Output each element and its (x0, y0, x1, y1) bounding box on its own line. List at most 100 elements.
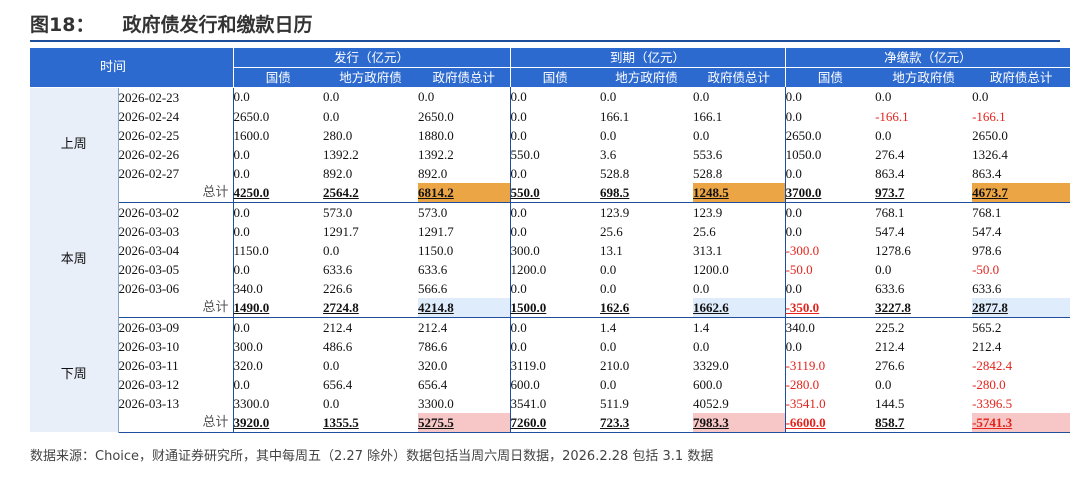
value-cell: 633.6 (418, 261, 448, 277)
figure-title: 图18： 政府债发行和缴款日历 (30, 10, 312, 37)
value-cell: 0.0 (784, 106, 876, 126)
table-row: 2026-03-10 300.0 486.6 786.6 0.0 0.0 0.0 0.0 212… (30, 336, 1070, 356)
header-sub: 政府债总计 (693, 67, 786, 87)
table-row: 2026-02-26 0.0 1392.2 1392.2 550.0 3.6 553.6 10… (30, 144, 1070, 164)
value-cell: 1600.0 (232, 125, 324, 145)
week-label: 下周 (30, 317, 119, 432)
table-row: 本周 2026-03-02 0.0 573.0 573.0 0.0 123.9 123.9 0.… (30, 202, 1070, 317)
value-cell: 210.0 (600, 357, 630, 373)
value-cell: 0.0 (323, 395, 340, 411)
value-cell: 0.0 (509, 221, 601, 241)
value-cell: 566.6 (418, 280, 448, 296)
date-cell: 2026-03-02 (118, 204, 180, 220)
value-cell: 768.1 (972, 204, 1002, 220)
value-cell: 0.0 (693, 127, 710, 143)
value-cell: 0.0 (600, 261, 617, 277)
total-value-cell: -6600.0 (784, 412, 876, 433)
total-value-cell: 1662.6 (693, 297, 786, 318)
date-cell: 2026-02-23 (118, 89, 180, 105)
table-row: 2026-02-27 0.0 892.0 892.0 0.0 528.8 528.8 0.0 8… (30, 163, 1070, 183)
total-value-cell: 973.7 (875, 182, 973, 203)
value-cell: 1291.7 (323, 223, 359, 239)
value-cell: 300.0 (509, 240, 601, 260)
value-cell: 2650.0 (784, 125, 876, 145)
total-label: 总计 (118, 412, 234, 433)
date-cell: 2026-02-27 (118, 165, 180, 181)
value-cell: 123.9 (693, 204, 723, 220)
table-row: 2026-03-13 3300.0 0.0 3300.0 3541.0 511.9 4052… (30, 393, 1070, 413)
table-row: 2026-03-11 320.0 0.0 320.0 3119.0 210.0 3329.0… (30, 355, 1070, 375)
week-label: 上周 (30, 87, 119, 202)
value-cell: 313.1 (693, 242, 723, 258)
value-cell: 0.0 (509, 202, 601, 222)
value-cell: 1326.4 (972, 146, 1008, 162)
total-value-cell: 2724.8 (323, 297, 419, 318)
header-issue: 发行（亿元） (232, 48, 511, 68)
total-value-cell: 698.5 (600, 182, 694, 203)
value-cell: 280.0 (323, 127, 353, 143)
week-label: 本周 (30, 202, 119, 317)
value-cell: 0.0 (875, 89, 892, 105)
total-value-cell: -350.0 (784, 297, 876, 318)
value-cell: -3541.0 (784, 393, 876, 413)
value-cell: 0.0 (875, 376, 892, 392)
date-cell: 2026-03-04 (118, 242, 180, 258)
date-cell: 2026-02-25 (118, 127, 180, 143)
total-value-cell: 1248.5 (693, 182, 786, 203)
total-value-cell: 4214.8 (418, 297, 511, 318)
value-cell: 0.0 (232, 87, 324, 107)
value-cell: 0.0 (600, 89, 617, 105)
total-value-cell: 7983.3 (693, 412, 786, 433)
value-cell: 2650.0 (972, 127, 1008, 143)
value-cell: 1.4 (693, 319, 710, 335)
value-cell: 0.0 (600, 280, 617, 296)
value-cell: 633.6 (323, 261, 353, 277)
value-cell: 0.0 (232, 259, 324, 279)
value-cell: 3119.0 (509, 355, 601, 375)
total-value-cell: 162.6 (600, 297, 694, 318)
value-cell: 2650.0 (418, 108, 454, 124)
value-cell: 1150.0 (418, 242, 454, 258)
value-cell: -166.1 (972, 108, 1006, 124)
total-value-cell: 4673.7 (972, 182, 1071, 203)
value-cell: 1392.2 (418, 146, 454, 162)
value-cell: 3.6 (600, 146, 617, 162)
value-cell: 0.0 (784, 202, 876, 222)
value-cell: -3119.0 (784, 355, 876, 375)
date-cell: 2026-03-06 (118, 280, 180, 296)
figure-number: 图18： (30, 14, 95, 36)
total-value-cell: 3920.0 (232, 412, 324, 433)
value-cell: 0.0 (509, 87, 601, 107)
date-cell: 2026-03-09 (118, 319, 180, 335)
value-cell: 0.0 (600, 338, 617, 354)
table-total-row: 总计 3920.0 1355.5 5275.5 7260.0 723.3 7983.3 -66… (30, 412, 1071, 433)
value-cell: 225.2 (875, 319, 905, 335)
value-cell: 0.0 (232, 202, 324, 222)
total-value-cell: 2877.8 (972, 297, 1071, 318)
table-total-row: 总计 4250.0 2564.2 6814.2 550.0 698.5 1248.5 3700… (30, 182, 1071, 203)
table-row: 2026-03-05 0.0 633.6 633.6 1200.0 0.0 1200.0 -5… (30, 259, 1070, 279)
value-cell: 786.6 (418, 338, 448, 354)
value-cell: 0.0 (418, 89, 435, 105)
value-cell: 1291.7 (418, 223, 454, 239)
value-cell: 166.1 (600, 108, 630, 124)
value-cell: 1050.0 (784, 144, 876, 164)
total-label: 总计 (118, 182, 234, 203)
value-cell: 212.4 (875, 338, 905, 354)
value-cell: 0.0 (600, 127, 617, 143)
value-cell: 656.4 (323, 376, 353, 392)
value-cell: 1278.6 (875, 242, 911, 258)
value-cell: 486.6 (323, 338, 353, 354)
total-value-cell: 6814.2 (418, 182, 511, 203)
value-cell: 0.0 (509, 317, 601, 337)
value-cell: 2650.0 (232, 106, 324, 126)
value-cell: -2842.4 (972, 357, 1013, 373)
value-cell: 0.0 (232, 221, 324, 241)
value-cell: 547.4 (972, 223, 1002, 239)
value-cell: 13.1 (600, 242, 623, 258)
value-cell: 0.0 (875, 261, 892, 277)
value-cell: 1.4 (600, 319, 617, 335)
header-net-payment: 净缴款（亿元） (784, 48, 1071, 68)
bond-calendar-table: 时间 发行（亿元） 到期（亿元） 净缴款（亿元） 国债 地方政府债 政府债总计 … (30, 48, 1071, 433)
value-cell: 0.0 (232, 317, 324, 337)
